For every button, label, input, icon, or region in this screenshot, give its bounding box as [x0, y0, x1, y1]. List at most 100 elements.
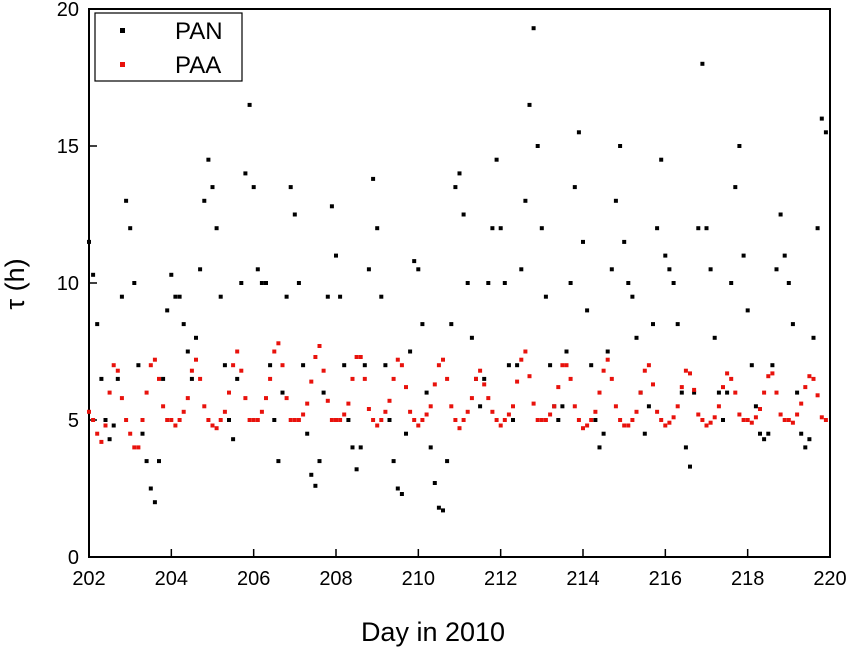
pan-point: [321, 390, 326, 395]
paa-point: [482, 382, 487, 387]
pan-point: [667, 267, 672, 272]
paa-point: [692, 387, 697, 392]
pan-point: [782, 253, 787, 258]
pan-point: [716, 390, 721, 395]
y-tick-label: 15: [57, 136, 79, 158]
paa-point: [387, 398, 392, 403]
paa-point: [543, 418, 548, 422]
pan-point: [519, 267, 524, 272]
paa-point: [428, 404, 433, 409]
pan-point: [87, 239, 91, 244]
paa-point: [115, 368, 120, 373]
pan-point: [511, 418, 515, 422]
paa-point: [173, 423, 178, 428]
legend-marker-pan: [120, 28, 125, 33]
paa-point: [675, 404, 680, 409]
paa-point: [231, 363, 236, 368]
pan-point: [502, 281, 507, 285]
paa-point: [362, 376, 367, 381]
pan-point: [428, 445, 433, 450]
paa-point: [506, 412, 511, 417]
pan-point: [700, 61, 705, 66]
pan-point: [404, 431, 408, 436]
pan-point: [762, 437, 767, 442]
paa-point: [683, 368, 688, 373]
paa-point: [416, 423, 421, 428]
pan-point: [646, 404, 651, 409]
x-axis-title: Day in 2010: [361, 617, 505, 647]
pan-point: [329, 204, 334, 209]
pan-point: [786, 281, 791, 285]
paa-point: [375, 423, 380, 428]
paa-point: [157, 376, 161, 381]
pan-point: [572, 185, 577, 190]
pan-point: [593, 418, 598, 422]
pan-point: [350, 445, 355, 450]
pan-point: [194, 335, 198, 340]
paa-point: [152, 357, 157, 362]
paa-point: [638, 390, 643, 395]
pan-point: [461, 212, 466, 217]
pan-point: [395, 486, 400, 491]
pan-point: [371, 176, 376, 181]
y-axis-title: τ (h): [0, 258, 30, 309]
paa-point: [449, 404, 454, 409]
pan-point: [358, 445, 363, 450]
paa-point: [531, 401, 536, 406]
paa-point: [321, 368, 326, 373]
pan-point: [239, 281, 244, 285]
paa-point: [721, 385, 725, 390]
paa-point: [317, 344, 322, 348]
paa-point: [630, 418, 635, 422]
paa-point: [276, 341, 281, 346]
pan-point: [543, 294, 548, 299]
paa-point: [725, 371, 730, 376]
pan-point: [749, 363, 754, 368]
paa-point: [700, 418, 705, 422]
paa-point: [128, 431, 133, 436]
paa-point: [453, 418, 458, 422]
paa-point: [259, 409, 264, 414]
pan-point: [576, 130, 581, 135]
x-tick-label: 212: [484, 568, 517, 590]
paa-point: [560, 363, 565, 368]
paa-point: [696, 412, 701, 417]
pan-point: [346, 418, 351, 422]
pan-point: [317, 459, 322, 464]
paa-point: [663, 423, 668, 428]
pan-point: [132, 281, 137, 285]
paa-point: [716, 404, 721, 409]
pan-point: [613, 198, 618, 203]
pan-point: [618, 144, 623, 148]
paa-point: [350, 376, 355, 381]
paa-point: [420, 418, 425, 422]
paa-point: [239, 368, 244, 373]
pan-point: [379, 294, 384, 299]
paa-point: [795, 412, 800, 417]
paa-point: [264, 396, 268, 401]
pan-point: [811, 335, 816, 340]
paa-point: [99, 439, 104, 444]
paa-point: [432, 382, 437, 387]
pan-point: [630, 294, 635, 299]
pan-point: [420, 322, 425, 327]
paa-point: [749, 420, 754, 425]
pan-point: [741, 253, 746, 258]
pan-point: [453, 185, 458, 190]
pan-point: [202, 198, 207, 203]
pan-point: [280, 390, 285, 395]
pan-point: [157, 459, 161, 464]
pan-point: [342, 363, 347, 368]
pan-point: [527, 102, 532, 107]
pan-point: [161, 376, 166, 381]
pan-point: [659, 157, 664, 162]
paa-point: [366, 407, 371, 411]
pan-point: [589, 363, 594, 368]
paa-point: [469, 396, 474, 401]
paa-point: [107, 390, 112, 395]
paa-point: [177, 418, 182, 422]
pan-point: [535, 144, 540, 148]
pan-point: [296, 281, 301, 285]
paa-point: [210, 423, 215, 428]
paa-point: [823, 418, 828, 422]
